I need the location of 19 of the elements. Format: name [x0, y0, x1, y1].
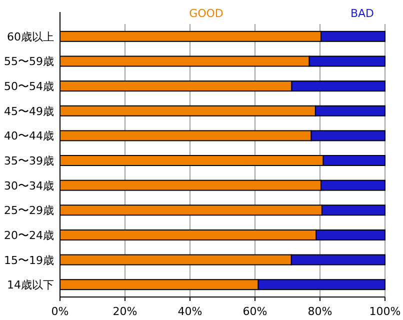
- y-tick-label: 40〜44歳: [4, 130, 54, 143]
- y-tick-label: 45〜49歳: [4, 104, 54, 118]
- x-tick-label: 80%: [308, 305, 332, 318]
- y-tick-label: 14歳以下: [7, 278, 54, 292]
- series-label: GOOD: [189, 7, 224, 20]
- y-tick-label: 20〜24歳: [4, 228, 54, 242]
- x-tick-label: 60%: [242, 305, 268, 318]
- y-tick-label: 35〜39歳: [4, 154, 54, 168]
- x-tick-label: 40%: [178, 305, 202, 318]
- series-label: BAD: [350, 7, 374, 20]
- y-tick-label: 55〜59歳: [4, 55, 54, 68]
- y-tick-label: 30〜34歳: [4, 179, 54, 192]
- x-tick-label: 100%: [369, 305, 401, 318]
- x-tick-label: 20%: [112, 305, 138, 318]
- y-tick-label: 15〜19歳: [4, 254, 54, 267]
- y-tick-label: 60歳以上: [7, 30, 54, 44]
- y-tick-label: 25〜29歳: [4, 204, 54, 218]
- y-tick-label: 50〜54歳: [4, 80, 54, 94]
- x-tick-label: 0%: [51, 305, 69, 318]
